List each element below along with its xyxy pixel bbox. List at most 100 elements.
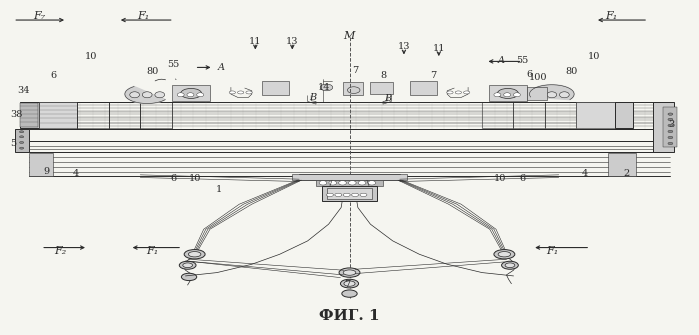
Ellipse shape xyxy=(143,92,152,98)
Text: 55: 55 xyxy=(517,56,528,65)
Text: 6: 6 xyxy=(50,71,56,80)
Bar xyxy=(527,87,547,100)
Bar xyxy=(370,82,393,94)
Bar xyxy=(607,153,635,176)
Ellipse shape xyxy=(498,88,519,98)
Text: F₇: F₇ xyxy=(33,11,45,21)
Bar xyxy=(614,103,633,128)
Text: 100: 100 xyxy=(528,73,547,82)
Ellipse shape xyxy=(188,252,201,257)
Ellipse shape xyxy=(668,142,673,145)
Ellipse shape xyxy=(339,268,360,277)
Ellipse shape xyxy=(182,263,192,268)
Ellipse shape xyxy=(20,136,24,138)
Bar xyxy=(316,180,383,186)
Text: 80: 80 xyxy=(565,67,577,76)
Text: F₁: F₁ xyxy=(138,11,150,21)
Ellipse shape xyxy=(494,250,515,259)
Bar xyxy=(482,103,514,128)
Ellipse shape xyxy=(184,250,205,259)
Ellipse shape xyxy=(358,181,366,185)
Ellipse shape xyxy=(155,92,165,98)
Text: F₁: F₁ xyxy=(147,246,159,256)
Ellipse shape xyxy=(130,92,140,98)
Text: ФИГ. 1: ФИГ. 1 xyxy=(319,309,380,323)
Ellipse shape xyxy=(20,147,24,149)
Text: 3: 3 xyxy=(669,120,675,129)
Ellipse shape xyxy=(238,91,244,94)
Bar xyxy=(545,103,576,128)
Text: 38: 38 xyxy=(10,110,22,119)
Ellipse shape xyxy=(181,273,196,281)
Ellipse shape xyxy=(329,181,337,185)
Ellipse shape xyxy=(668,113,673,115)
Ellipse shape xyxy=(343,193,350,197)
Ellipse shape xyxy=(668,136,673,139)
Bar xyxy=(489,85,527,102)
Text: 10: 10 xyxy=(189,174,201,183)
Text: 10: 10 xyxy=(85,52,98,61)
Text: 2: 2 xyxy=(624,169,630,178)
Bar xyxy=(514,103,545,128)
Text: 13: 13 xyxy=(398,42,410,51)
Text: B: B xyxy=(309,93,316,102)
Text: A: A xyxy=(217,63,224,72)
Ellipse shape xyxy=(319,181,327,185)
Text: 6: 6 xyxy=(519,174,526,183)
Text: 55: 55 xyxy=(168,60,180,69)
Ellipse shape xyxy=(196,93,203,97)
Bar xyxy=(343,82,363,95)
Ellipse shape xyxy=(347,87,360,93)
Text: 6: 6 xyxy=(526,70,533,79)
Bar xyxy=(29,153,53,176)
Ellipse shape xyxy=(360,193,367,197)
Ellipse shape xyxy=(320,84,333,91)
Ellipse shape xyxy=(352,193,359,197)
Text: 13: 13 xyxy=(286,37,298,46)
Text: 10: 10 xyxy=(587,52,600,61)
Text: 4: 4 xyxy=(73,169,79,178)
Ellipse shape xyxy=(505,263,515,268)
Bar xyxy=(140,103,172,128)
Text: A: A xyxy=(498,56,505,65)
Text: 6: 6 xyxy=(171,174,177,183)
Bar xyxy=(327,188,372,199)
Ellipse shape xyxy=(502,261,519,269)
Text: 8: 8 xyxy=(380,71,386,80)
Bar xyxy=(299,174,400,180)
Text: 7: 7 xyxy=(430,71,436,80)
Ellipse shape xyxy=(498,252,511,257)
Text: 7: 7 xyxy=(345,280,350,289)
Bar xyxy=(653,103,674,152)
Text: 14: 14 xyxy=(317,83,330,92)
Ellipse shape xyxy=(514,93,521,97)
Bar xyxy=(410,81,437,95)
Text: M: M xyxy=(343,31,354,41)
Ellipse shape xyxy=(463,91,470,94)
Ellipse shape xyxy=(229,91,236,94)
Text: B: B xyxy=(384,93,391,103)
Bar xyxy=(576,103,614,128)
Ellipse shape xyxy=(494,93,501,97)
Ellipse shape xyxy=(246,91,252,94)
Ellipse shape xyxy=(187,93,194,97)
Ellipse shape xyxy=(339,181,347,185)
Ellipse shape xyxy=(20,141,24,143)
Ellipse shape xyxy=(668,118,673,121)
Bar xyxy=(109,103,140,128)
Bar xyxy=(172,85,210,102)
Text: F₁: F₁ xyxy=(546,246,558,256)
Ellipse shape xyxy=(668,130,673,133)
Ellipse shape xyxy=(504,93,511,97)
Ellipse shape xyxy=(668,124,673,127)
Text: 34: 34 xyxy=(17,86,30,95)
Polygon shape xyxy=(530,85,574,99)
Text: 1: 1 xyxy=(216,185,222,194)
Ellipse shape xyxy=(326,193,333,197)
Ellipse shape xyxy=(344,281,355,286)
Text: F₂: F₂ xyxy=(54,246,66,256)
Ellipse shape xyxy=(455,91,461,94)
Bar xyxy=(322,186,377,201)
Text: 80: 80 xyxy=(147,67,159,76)
Ellipse shape xyxy=(335,193,342,197)
